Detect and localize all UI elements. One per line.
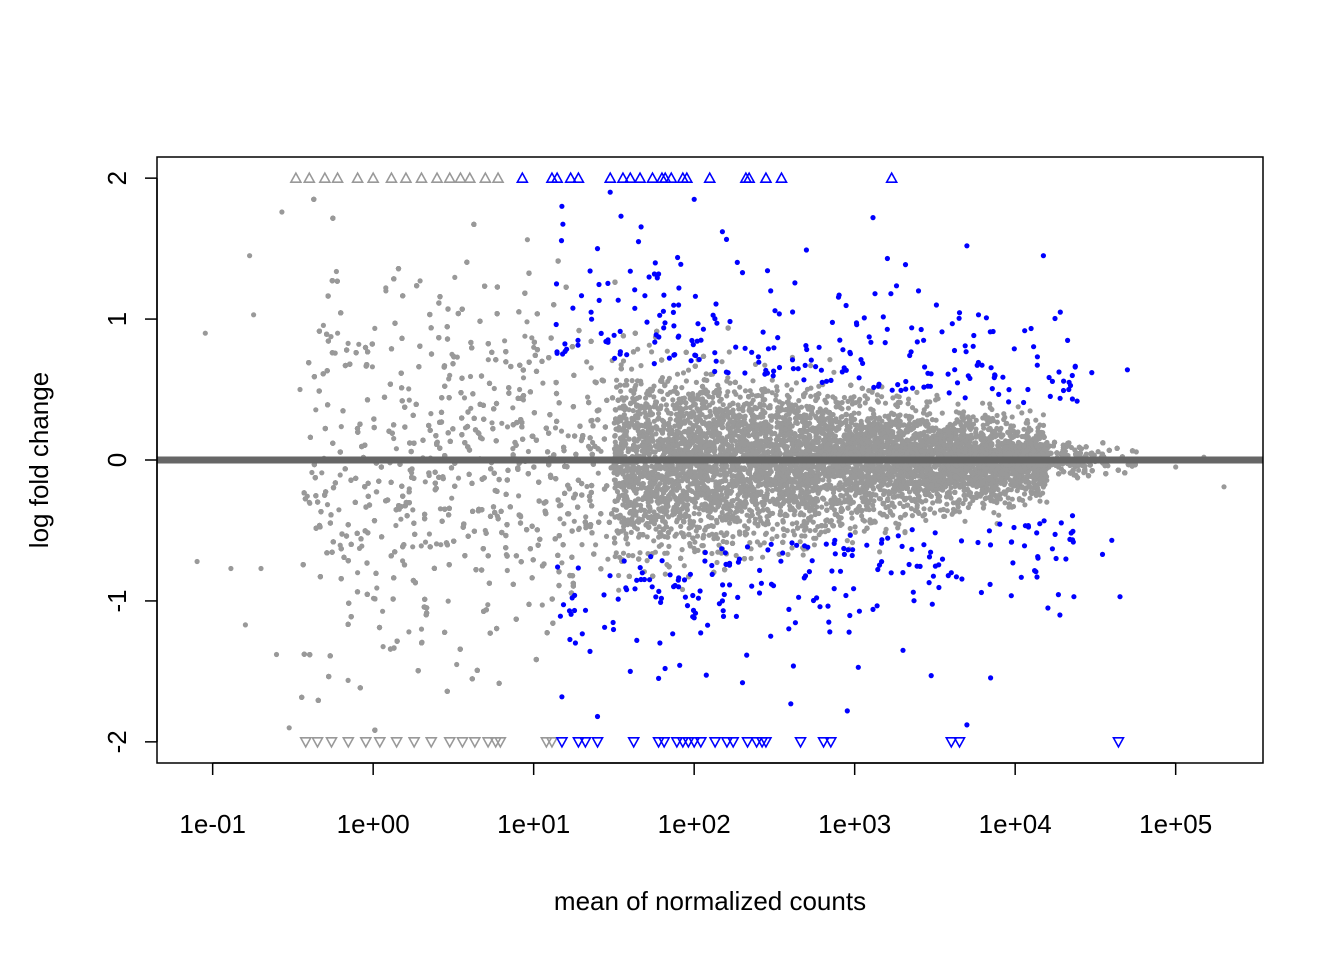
data-point — [324, 502, 331, 508]
data-point — [455, 475, 462, 481]
data-point — [1095, 449, 1101, 455]
data-point — [319, 470, 325, 476]
data-point — [333, 268, 339, 275]
data-point — [380, 608, 386, 614]
data-point — [524, 237, 531, 243]
data-point — [595, 470, 601, 476]
data-point — [336, 507, 342, 513]
data-point — [1076, 467, 1082, 473]
data-point — [461, 395, 468, 401]
data-point — [313, 407, 319, 413]
data-point — [320, 322, 326, 328]
data-point — [565, 433, 571, 439]
data-point — [725, 389, 731, 395]
data-point — [618, 362, 624, 368]
data-point — [666, 543, 672, 550]
data-point — [406, 397, 412, 403]
data-point — [593, 542, 599, 548]
data-point — [576, 525, 582, 531]
data-point — [422, 539, 429, 545]
data-point — [516, 493, 522, 499]
data-point — [391, 435, 397, 442]
data-point — [485, 357, 491, 363]
data-point — [309, 469, 315, 476]
data-point — [558, 428, 565, 434]
data-point — [445, 598, 451, 604]
data-point — [380, 644, 386, 650]
data-point — [467, 373, 474, 380]
data-point — [369, 364, 375, 370]
data-point — [373, 489, 379, 495]
data-point — [552, 425, 559, 431]
data-point — [561, 521, 567, 527]
data-point — [356, 545, 363, 552]
data-point — [603, 533, 610, 540]
data-point — [588, 365, 594, 371]
data-point — [529, 335, 535, 341]
data-point — [605, 556, 611, 562]
data-point — [485, 602, 491, 608]
data-point — [502, 338, 508, 344]
data-points — [194, 171, 1227, 749]
data-point — [410, 544, 416, 550]
data-point — [422, 479, 428, 485]
data-point — [428, 411, 434, 417]
data-point — [438, 542, 444, 548]
data-point — [504, 567, 510, 574]
data-point — [852, 524, 858, 530]
data-point — [584, 483, 590, 490]
data-point — [393, 446, 399, 452]
data-point — [406, 386, 412, 392]
data-point — [449, 495, 455, 501]
data-point — [559, 560, 565, 566]
data-point — [520, 375, 527, 381]
data-point — [337, 472, 343, 478]
data-point — [338, 424, 344, 430]
data-point — [437, 506, 443, 512]
data-point — [571, 518, 577, 524]
data-point — [585, 394, 591, 400]
data-point — [468, 405, 474, 411]
data-point — [400, 558, 406, 564]
data-point — [522, 333, 528, 339]
data-point — [328, 334, 334, 340]
data-point — [590, 439, 596, 446]
data-point — [504, 424, 511, 430]
data-point — [584, 359, 590, 365]
data-point — [524, 319, 530, 325]
data-point — [410, 507, 416, 513]
data-point — [345, 340, 351, 346]
data-point — [374, 585, 380, 591]
data-point — [540, 380, 546, 386]
data-point — [491, 385, 497, 392]
data-point — [499, 420, 505, 426]
data-point — [539, 602, 545, 608]
data-point — [454, 661, 460, 668]
data-point — [517, 386, 523, 393]
data-point — [510, 446, 516, 452]
data-point — [525, 448, 532, 455]
data-point — [426, 531, 432, 537]
data-point — [583, 514, 589, 520]
data-point — [417, 278, 423, 284]
data-point — [452, 274, 458, 280]
data-point — [345, 677, 351, 684]
data-point — [510, 405, 516, 411]
data-point — [398, 516, 404, 522]
data-point — [356, 341, 362, 347]
data-point — [393, 522, 399, 529]
data-point — [489, 420, 495, 426]
data-point — [372, 325, 378, 331]
data-point — [788, 387, 795, 393]
data-point — [406, 629, 412, 635]
data-point — [418, 543, 424, 549]
data-point — [433, 541, 440, 547]
data-point — [557, 516, 563, 522]
